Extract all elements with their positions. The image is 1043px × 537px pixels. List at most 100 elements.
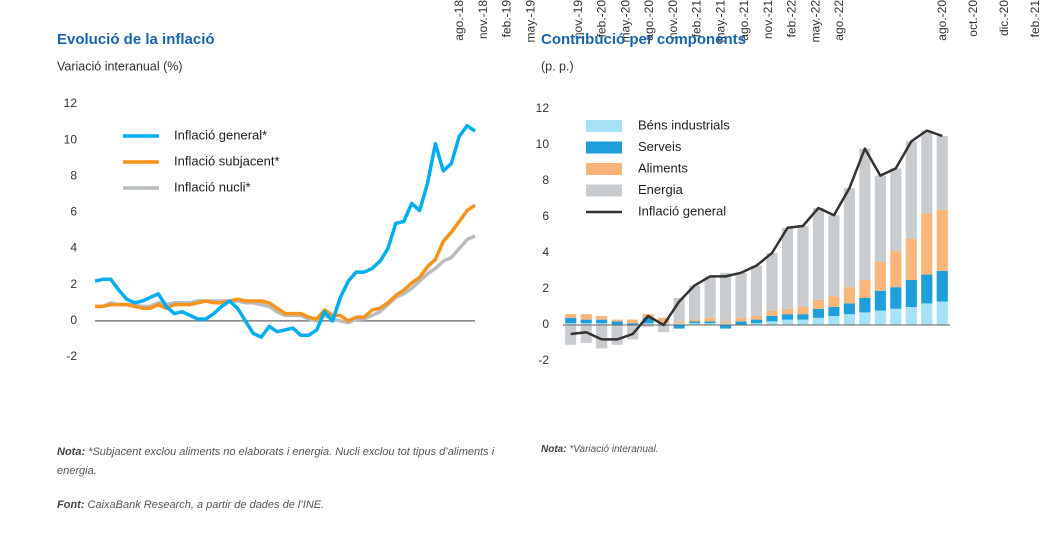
chart-subtitle: (p. p.) (541, 59, 574, 73)
bar-segment (565, 323, 577, 325)
legend-swatch (586, 184, 622, 197)
bar-segment (890, 168, 902, 252)
bar-segment (596, 319, 608, 324)
y-tick-label: 0 (542, 317, 549, 331)
note-1: Nota: *Subjacent exclou aliments no elab… (57, 443, 497, 481)
bar-segment (905, 307, 917, 325)
bar-segment (766, 253, 778, 311)
x-tick-label: may.-19 (523, 0, 537, 42)
bar-segment (580, 319, 592, 324)
bar-segment (905, 280, 917, 307)
bar-segment (596, 316, 608, 320)
legend-label: Inflació general* (174, 127, 267, 142)
bar-segment (689, 319, 701, 322)
y-tick-label: 12 (64, 96, 78, 110)
bar-segment (704, 317, 716, 322)
note-2: Nota: *Variació interanual. (541, 440, 981, 459)
x-tick-label: feb.-19 (500, 0, 514, 37)
line (95, 234, 476, 325)
x-tick-label: feb.-21 (1028, 0, 1042, 37)
bar-segment (627, 319, 639, 324)
legend-label: Aliments (638, 160, 688, 175)
x-tick-label: ago.-20 (642, 0, 656, 41)
bar-segment (812, 317, 824, 325)
bar-segment (859, 298, 871, 313)
x-tick-label: feb.-20 (595, 0, 609, 37)
bar-segment (596, 325, 608, 349)
line (95, 203, 476, 323)
y-tick-label: 0 (70, 313, 77, 327)
note-text: *Variació interanual. (569, 444, 659, 455)
bar-segment (673, 321, 685, 324)
bar-segment (781, 227, 794, 309)
bar-segment (719, 325, 732, 329)
x-tick-label: dic.-20 (997, 0, 1011, 36)
bar-segment (936, 209, 948, 271)
bar-segment (580, 323, 592, 325)
bar-segment (580, 314, 592, 320)
bar-segment (642, 323, 654, 325)
bar-segment (627, 323, 639, 325)
x-tick-label: feb.-21 (690, 0, 704, 37)
y-tick-label: 4 (70, 241, 77, 255)
x-tick-label: feb.-22 (785, 0, 799, 37)
y-tick-label: 8 (542, 173, 549, 187)
source-label: Font: (57, 499, 85, 511)
bar-segment (936, 271, 948, 302)
x-tick-label: ago.-21 (737, 0, 751, 41)
bar-segment (611, 321, 623, 325)
y-tick-label: 10 (64, 132, 78, 146)
legend-label: Serveis (638, 139, 682, 154)
bar-segment (874, 310, 886, 325)
x-tick-label: may.-20 (618, 0, 632, 42)
bar-segment (781, 314, 794, 320)
bar-segment (859, 280, 871, 298)
bar-segment (704, 321, 716, 324)
bar-segment (921, 274, 933, 304)
line (570, 129, 943, 341)
bar-segment (719, 323, 732, 325)
x-tick-label: nov.-19 (571, 0, 585, 39)
bar-segment (890, 251, 902, 288)
bar-segment (642, 325, 654, 327)
x-tick-label: nov.-18 (476, 0, 490, 39)
x-tick-label: nov.-20 (666, 0, 680, 39)
bar-segment (735, 272, 747, 318)
bar-segment (828, 215, 840, 297)
y-tick-label: -2 (538, 353, 549, 367)
bar-segment (565, 325, 577, 345)
bar-segment (890, 287, 902, 309)
bar-segment (812, 208, 824, 300)
y-tick-label: 2 (70, 277, 77, 291)
bar-segment (689, 323, 701, 325)
bar-segment (611, 319, 623, 322)
bar-segment (673, 325, 685, 329)
source: Font: CaixaBank Research, a partir de da… (57, 496, 497, 515)
bar-segment (611, 325, 623, 345)
bar-segment (828, 307, 840, 316)
bar-segment (689, 285, 701, 320)
bar-segment (921, 303, 933, 325)
legend-label: Inflació general (638, 203, 726, 218)
bar-segment (766, 310, 778, 316)
x-tick-label: ago.-20 (935, 0, 949, 41)
bar-segment (750, 316, 763, 320)
bar-segment (658, 325, 670, 333)
x-tick-label: ago.-22 (832, 0, 846, 41)
y-tick-label: 12 (536, 101, 550, 115)
legend-swatch (586, 163, 622, 175)
legend-label: Inflació subjacent* (174, 153, 280, 168)
bar-segment (719, 272, 732, 322)
bar-segment (936, 301, 948, 325)
bar-segment (797, 319, 809, 325)
bar-segment (828, 316, 840, 325)
bar-segment (766, 321, 778, 325)
x-tick-label: oct.-20 (966, 0, 980, 37)
bar-segment (905, 238, 917, 280)
x-tick-label: ago.-18 (452, 0, 466, 41)
bar-segment (828, 296, 840, 307)
bar-segment (797, 314, 809, 320)
bar-segment (750, 319, 763, 324)
bar-segment (658, 317, 670, 324)
